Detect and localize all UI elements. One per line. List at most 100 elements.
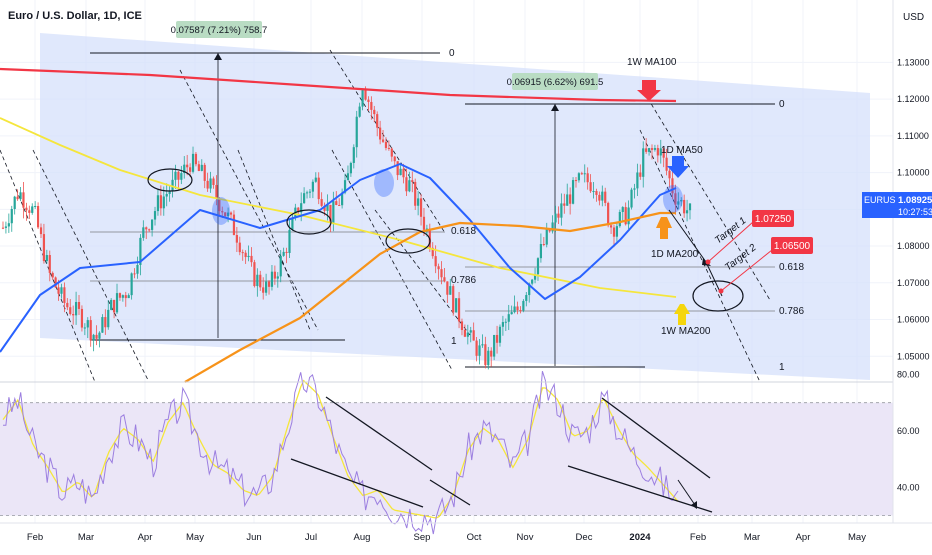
candle-body: [440, 269, 443, 278]
candle-body: [615, 226, 619, 237]
candle-body: [490, 350, 493, 357]
candle-body: [74, 302, 78, 316]
candle-body: [121, 295, 124, 298]
candle-body: [83, 327, 86, 329]
measure-label-1-bg: [176, 21, 262, 38]
candle-body: [367, 99, 370, 102]
rsi-trendline: [429, 479, 471, 506]
candle-body: [662, 148, 665, 158]
candle-body: [110, 299, 113, 310]
candle-body: [542, 244, 545, 246]
candle-body: [417, 198, 420, 206]
candle-body: [574, 180, 578, 182]
candle-body: [186, 164, 189, 168]
price-axis[interactable]: 1.050001.060001.070001.080001.090001.100…: [892, 0, 932, 550]
candle-body: [449, 286, 452, 295]
channel-diagonal: [179, 69, 319, 331]
candle-body: [677, 201, 680, 205]
fib-right-618: 0.618: [779, 262, 804, 273]
candle-body: [229, 212, 233, 215]
time-tick-label: Nov: [517, 532, 534, 543]
candle-body: [688, 203, 692, 211]
label-1d-ma50: 1D MA50: [661, 145, 703, 156]
time-tick-label: Sep: [414, 532, 431, 543]
candle-body: [601, 191, 604, 201]
candle-body: [69, 307, 72, 315]
time-tick-label: Jul: [305, 532, 317, 543]
candle-body: [566, 194, 569, 206]
rsi-pane[interactable]: [0, 371, 893, 535]
time-tick-label: Jun: [246, 532, 261, 543]
candle-body: [645, 148, 648, 152]
time-axis[interactable]: Feb Mar Apr May Jun Jul Aug Sep Oct Nov Dec 2024 Feb…: [0, 522, 932, 543]
candle-body: [338, 204, 341, 206]
candle-body: [466, 332, 469, 337]
candle-body: [668, 170, 671, 179]
candle-body: [396, 161, 399, 176]
candle-body: [411, 180, 414, 182]
candle-body: [525, 295, 528, 301]
candle-body: [177, 171, 180, 180]
price-tick-label: 1.05000: [897, 351, 930, 361]
candle-body: [25, 207, 28, 211]
candle-body: [443, 277, 446, 282]
candle-body: [335, 201, 338, 205]
series-line-1d-ma200: [184, 211, 676, 383]
candle-body: [493, 334, 496, 357]
channel-diagonal: [329, 49, 446, 234]
candle-body: [446, 281, 449, 295]
chart-title: Euro / U.S. Dollar, 1D, ICE: [8, 10, 142, 22]
candle-body: [311, 181, 314, 192]
candle-body: [586, 173, 589, 183]
candle-body: [145, 227, 148, 230]
candle-body: [95, 334, 98, 339]
candle-body: [270, 271, 274, 287]
candle-body: [630, 189, 633, 208]
candle-body: [671, 178, 674, 194]
candle-body: [364, 90, 367, 100]
candle-body: [659, 148, 662, 156]
candle-body: [273, 271, 276, 279]
target-1-dot: [705, 259, 711, 265]
touch-ellipse: [692, 280, 744, 312]
candle-body: [203, 164, 206, 181]
candle-body: [399, 168, 402, 176]
time-tick-label: May: [848, 532, 866, 543]
channel-diagonal: [639, 129, 761, 383]
candle-body: [159, 195, 162, 209]
candle-body: [522, 300, 525, 311]
candle-body: [609, 225, 613, 228]
time-tick-label: Mar: [744, 532, 760, 543]
candle-body: [118, 293, 122, 298]
candle-body: [519, 310, 522, 312]
moving-averages: [0, 67, 677, 383]
candle-body: [314, 177, 317, 182]
time-tick-label: Feb: [27, 532, 43, 543]
candle-body: [51, 272, 54, 278]
candle-body: [39, 227, 43, 235]
candle-body: [279, 255, 282, 277]
touch-ellipse: [147, 168, 193, 192]
price-tick-label: 1.13000: [897, 57, 930, 67]
candle-body: [36, 206, 40, 228]
candle-body: [405, 177, 408, 192]
target-1-price: 1.07250: [755, 214, 792, 225]
candle-body: [592, 191, 595, 193]
target-2-price-box: [771, 237, 813, 254]
channel-diagonal: [237, 149, 311, 331]
candle-body: [379, 127, 382, 140]
candle-body: [560, 203, 563, 218]
candle-body: [481, 344, 484, 346]
candle-body: [551, 222, 554, 232]
candle-body: [484, 344, 487, 366]
rsi-band: [0, 402, 893, 516]
time-tick-label: 2024: [629, 532, 651, 543]
fib-left-1: 1: [451, 336, 457, 347]
rsi-trendline: [325, 396, 433, 471]
candle-body: [194, 153, 198, 165]
candle-body: [48, 255, 51, 273]
candle-body: [376, 114, 379, 128]
candle-body: [92, 334, 95, 341]
candle-body: [200, 164, 203, 171]
